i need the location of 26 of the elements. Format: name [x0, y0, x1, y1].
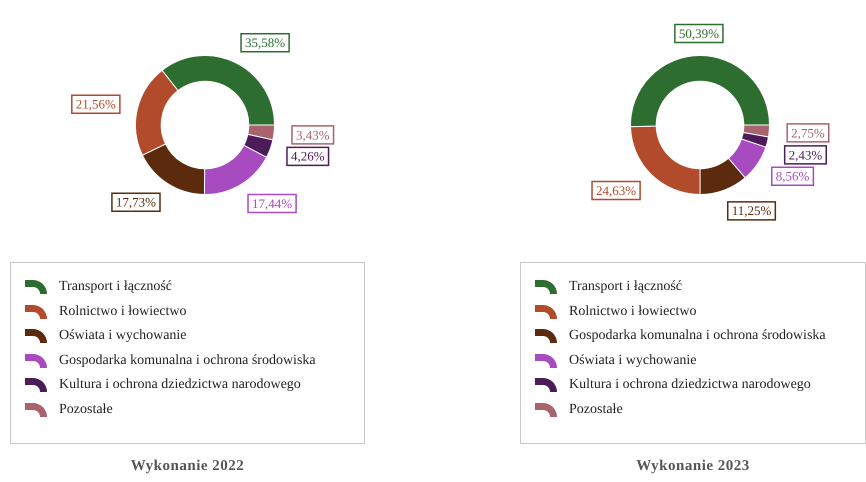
data-label: 17,73% — [116, 194, 156, 210]
data-label: 2,75% — [791, 125, 825, 140]
legend-label: Gospodarka komunalna i ochrona środowiska — [59, 352, 316, 369]
legend-label: Gospodarka komunalna i ochrona środowiska — [569, 328, 826, 344]
data-label: 2,43% — [788, 147, 822, 162]
legend-label: Oświata i wychowanie — [59, 328, 187, 344]
data-label: 11,25% — [732, 203, 772, 218]
data-label: 24,63% — [596, 182, 636, 198]
legend-label: Rolnictwo i łowiectwo — [569, 304, 697, 320]
legend-label: Transport i łączność — [59, 279, 172, 296]
data-label: 17,44% — [252, 196, 292, 211]
text: Wykonanie 2023 — [635, 458, 751, 475]
legend-label: Transport i łączność — [569, 279, 682, 296]
legend-label: Rolnictwo i łowiectwo — [59, 304, 187, 320]
data-label: 4,26% — [290, 148, 325, 164]
legend-label: Kultura i ochrona dziedzictwa narodowego — [569, 377, 811, 394]
data-label: 3,43% — [296, 127, 330, 142]
text: Wykonanie 2022 — [130, 458, 246, 475]
legend-label: Kultura i ochrona dziedzictwa narodowego — [59, 377, 301, 394]
data-label: 8,56% — [776, 168, 810, 184]
legend-label: Pozostałe — [59, 402, 113, 418]
legend-label: Oświata i wychowanie — [569, 352, 697, 369]
data-label: 21,56% — [76, 96, 116, 112]
legend-label: Pozostałe — [569, 402, 623, 418]
data-label: 50,39% — [678, 26, 720, 41]
data-label: 35,58% — [245, 35, 286, 50]
